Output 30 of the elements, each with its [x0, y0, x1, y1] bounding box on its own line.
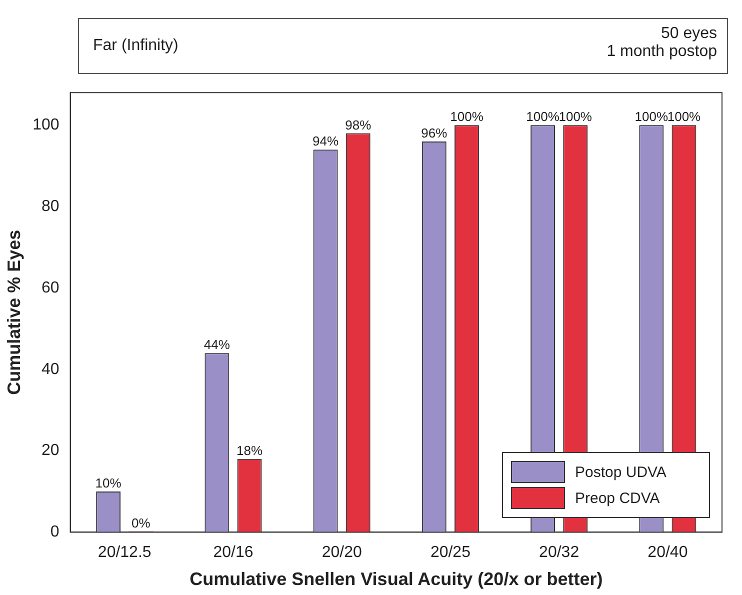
y-tick-label: 20: [42, 442, 60, 460]
data-label: 10%: [95, 476, 122, 491]
x-tick-label: 20/12.5: [98, 544, 152, 562]
data-label: 0%: [132, 515, 151, 530]
y-tick-label: 40: [42, 360, 60, 378]
data-label: 100%: [667, 109, 702, 124]
legend-label: Postop UDVA: [575, 464, 666, 481]
x-tick-label: 20/32: [539, 544, 580, 562]
data-label: 100%: [558, 109, 592, 124]
x-tick-label: 20/25: [430, 544, 471, 562]
text: Far (Infinity): [93, 37, 178, 55]
data-label: 100%: [450, 109, 484, 124]
y-tick-label: 100: [32, 116, 60, 134]
y-tick-label: 0: [50, 524, 60, 541]
x-tick-label: 20/16: [213, 544, 254, 562]
text: 50 eyes 1 month postop: [606, 25, 717, 61]
data-label: 18%: [236, 443, 263, 458]
y-axis-title: Cumulative % Eyes: [4, 230, 24, 395]
data-label: 44%: [204, 337, 230, 352]
x-tick-label: 20/20: [322, 544, 362, 562]
data-label: 98%: [345, 117, 372, 132]
y-tick-label: 60: [42, 279, 60, 296]
legend-label: Preop CDVA: [575, 490, 660, 507]
data-label: 96%: [421, 126, 448, 141]
x-axis-title: Cumulative Snellen Visual Acuity (20/x or better): [190, 569, 603, 590]
data-label: 100%: [634, 109, 668, 124]
y-tick-label: 80: [42, 198, 60, 215]
data-label: 94%: [312, 134, 339, 149]
x-tick-label: 20/40: [648, 544, 688, 562]
data-label: 100%: [526, 109, 560, 124]
